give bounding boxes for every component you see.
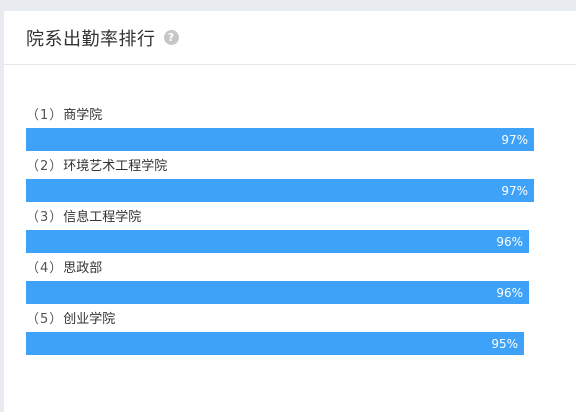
bar-track: 97% <box>26 128 536 151</box>
attendance-ranking-card: 院系出勤率排行 ? （1）商学院 97% （2）环境艺术工程学院 97% <box>4 11 576 412</box>
ranking-label: （2）环境艺术工程学院 <box>26 158 536 179</box>
ranking-index: （5） <box>26 312 64 327</box>
ranking-index: （4） <box>26 261 64 276</box>
department-name: 环境艺术工程学院 <box>63 159 168 174</box>
attendance-bar: 95% <box>26 332 524 355</box>
ranking-label: （4）思政部 <box>26 260 536 281</box>
bar-track: 96% <box>26 281 536 304</box>
attendance-bar: 97% <box>26 128 534 151</box>
attendance-value: 96% <box>496 285 523 300</box>
ranking-item: （4）思政部 96% <box>26 260 536 311</box>
question-circle-icon[interactable]: ? <box>163 30 179 45</box>
attendance-value: 97% <box>501 132 528 147</box>
ranking-index: （1） <box>26 108 64 123</box>
attendance-value: 96% <box>496 234 523 249</box>
bar-track: 96% <box>26 230 536 253</box>
attendance-value: 95% <box>491 336 518 351</box>
attendance-bar: 96% <box>26 281 529 304</box>
ranking-item: （5）创业学院 95% <box>26 311 536 362</box>
card-header: 院系出勤率排行 ? <box>4 11 576 65</box>
ranking-index: （2） <box>26 159 64 174</box>
ranking-item: （2）环境艺术工程学院 97% <box>26 158 536 209</box>
ranking-item: （3）信息工程学院 96% <box>26 209 536 260</box>
card-title: 院系出勤率排行 <box>26 28 156 50</box>
bar-track: 95% <box>26 332 536 355</box>
department-name: 信息工程学院 <box>63 210 142 225</box>
ranking-label: （3）信息工程学院 <box>26 209 536 230</box>
department-name: 创业学院 <box>63 312 116 327</box>
ranking-list: （1）商学院 97% （2）环境艺术工程学院 97% （3）信息工程学院 <box>26 107 536 362</box>
ranking-index: （3） <box>26 210 64 225</box>
department-name: 商学院 <box>63 108 103 123</box>
department-name: 思政部 <box>63 261 103 276</box>
attendance-value: 97% <box>501 183 528 198</box>
attendance-bar: 96% <box>26 230 529 253</box>
attendance-bar: 97% <box>26 179 534 202</box>
bar-track: 97% <box>26 179 536 202</box>
ranking-item: （1）商学院 97% <box>26 107 536 158</box>
ranking-label: （1）商学院 <box>26 107 536 128</box>
ranking-label: （5）创业学院 <box>26 311 536 332</box>
